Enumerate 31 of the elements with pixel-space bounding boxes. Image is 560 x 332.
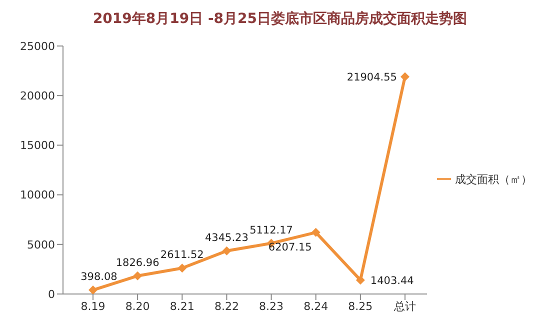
x-tick-label: 总计 bbox=[393, 300, 416, 313]
point bbox=[133, 271, 142, 280]
point bbox=[222, 246, 232, 256]
data-label: 1403.44 bbox=[370, 275, 414, 288]
y-tick-label: 20000 bbox=[20, 90, 55, 103]
data-label: 6207.15 bbox=[268, 241, 312, 254]
y-tick-label: 15000 bbox=[20, 139, 55, 152]
data-label: 398.08 bbox=[80, 271, 118, 284]
point bbox=[88, 286, 98, 294]
x-tick-label: 8.22 bbox=[214, 300, 239, 313]
x-tick-label: 8.23 bbox=[259, 300, 284, 313]
y-tick-label: 10000 bbox=[20, 188, 55, 202]
x-tick-label: 8.21 bbox=[170, 300, 194, 313]
x-tick-label: 8.20 bbox=[125, 300, 150, 313]
data-label: 1826.96 bbox=[116, 256, 160, 269]
point bbox=[400, 72, 410, 82]
data-label: 2611.52 bbox=[160, 249, 204, 262]
data-label: 4345.23 bbox=[205, 232, 248, 244]
chart-title: 2019年8月19日 -8月25日娄底市区商品房成交面积走势图 bbox=[92, 10, 468, 29]
point bbox=[178, 264, 187, 273]
y-tick-label: 0 bbox=[48, 288, 55, 301]
point bbox=[311, 228, 320, 237]
x-tick-label: 8.19 bbox=[80, 300, 106, 313]
y-tick-label: 5000 bbox=[27, 238, 55, 252]
x-tick-label: 8.24 bbox=[304, 300, 328, 313]
legend-label: 成交面积（㎡） bbox=[455, 172, 532, 186]
y-tick-label: 25000 bbox=[20, 40, 55, 53]
data-label: 5112.17 bbox=[250, 224, 293, 236]
point bbox=[356, 276, 365, 285]
data-label: 21904.55 bbox=[346, 72, 397, 84]
x-tick-label: 8.25 bbox=[348, 300, 373, 313]
